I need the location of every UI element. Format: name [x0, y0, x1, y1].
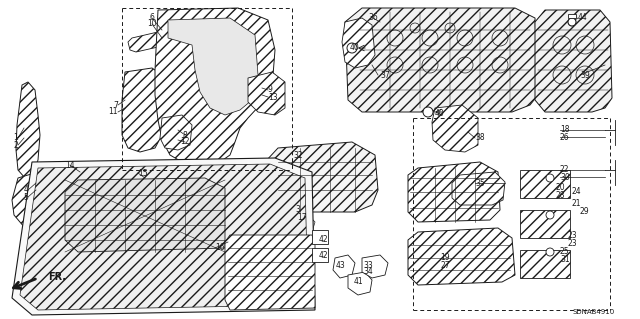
Text: 19: 19	[440, 254, 450, 263]
Circle shape	[347, 43, 357, 53]
Text: 43: 43	[335, 261, 345, 270]
Polygon shape	[155, 8, 275, 165]
Polygon shape	[65, 178, 225, 252]
Circle shape	[546, 174, 554, 182]
Text: 40: 40	[350, 43, 360, 53]
Bar	[312, 248, 328, 262]
Polygon shape	[408, 228, 515, 285]
Text: 35: 35	[475, 179, 484, 188]
Text: 14: 14	[65, 160, 75, 169]
Bar	[520, 170, 570, 198]
Text: 9: 9	[268, 85, 273, 94]
Text: 32: 32	[293, 151, 303, 160]
Text: 6: 6	[150, 13, 154, 23]
Circle shape	[423, 107, 433, 117]
Polygon shape	[16, 82, 40, 178]
Text: 42: 42	[318, 250, 328, 259]
Polygon shape	[160, 115, 192, 150]
Text: 33: 33	[363, 261, 373, 270]
Bar	[568, 14, 576, 18]
Text: 1: 1	[13, 133, 18, 143]
Polygon shape	[348, 272, 372, 295]
Polygon shape	[432, 105, 478, 152]
Circle shape	[568, 18, 576, 26]
Polygon shape	[12, 158, 315, 315]
Polygon shape	[128, 28, 183, 52]
Text: 5: 5	[23, 192, 28, 202]
Text: 42: 42	[318, 235, 328, 244]
Circle shape	[546, 211, 554, 219]
Polygon shape	[345, 8, 538, 112]
Text: 29: 29	[580, 207, 589, 217]
Polygon shape	[12, 172, 58, 228]
Text: 28: 28	[555, 190, 564, 199]
Text: 30: 30	[560, 173, 570, 182]
Text: 13: 13	[268, 93, 278, 101]
Text: 17: 17	[297, 213, 307, 222]
Text: 10: 10	[147, 19, 157, 28]
Text: 22: 22	[560, 166, 570, 174]
Polygon shape	[342, 18, 375, 68]
Text: 15: 15	[138, 168, 148, 177]
Text: 23: 23	[568, 239, 578, 248]
Text: 38: 38	[475, 133, 484, 143]
Polygon shape	[122, 68, 165, 152]
Text: 27: 27	[440, 261, 450, 270]
Text: 25: 25	[560, 248, 570, 256]
Polygon shape	[265, 142, 378, 212]
Circle shape	[546, 248, 554, 256]
Text: 24: 24	[572, 188, 582, 197]
Text: 41: 41	[353, 278, 363, 286]
Text: 31: 31	[560, 255, 570, 263]
Polygon shape	[333, 255, 355, 278]
Polygon shape	[225, 235, 315, 310]
Bar	[520, 250, 570, 278]
Text: 4: 4	[23, 186, 28, 195]
Polygon shape	[293, 215, 315, 235]
Text: 2: 2	[13, 140, 18, 150]
Text: 39: 39	[580, 70, 589, 79]
Text: 16: 16	[215, 243, 225, 253]
Polygon shape	[535, 10, 612, 112]
Text: 12: 12	[180, 137, 189, 146]
Bar	[312, 230, 328, 244]
Polygon shape	[362, 255, 388, 278]
Text: 11: 11	[109, 108, 118, 116]
Text: 34: 34	[363, 268, 373, 277]
Polygon shape	[452, 172, 505, 205]
Text: 8: 8	[182, 130, 188, 139]
Text: 7: 7	[113, 100, 118, 109]
Text: 36: 36	[368, 13, 378, 23]
Text: 37: 37	[380, 70, 390, 79]
Polygon shape	[408, 162, 500, 222]
Polygon shape	[248, 72, 285, 115]
Polygon shape	[20, 164, 308, 310]
Text: 26: 26	[560, 132, 570, 142]
Text: SDNAB4910: SDNAB4910	[573, 309, 615, 315]
Text: FR.: FR.	[48, 272, 66, 282]
Text: 21: 21	[572, 198, 582, 207]
Text: 18: 18	[560, 125, 570, 135]
Text: 3: 3	[296, 205, 300, 214]
Text: 20: 20	[555, 183, 564, 192]
Text: 44: 44	[578, 13, 588, 23]
Text: 23: 23	[568, 231, 578, 240]
Polygon shape	[168, 18, 258, 115]
Text: 40: 40	[435, 108, 445, 117]
Bar	[520, 210, 570, 238]
